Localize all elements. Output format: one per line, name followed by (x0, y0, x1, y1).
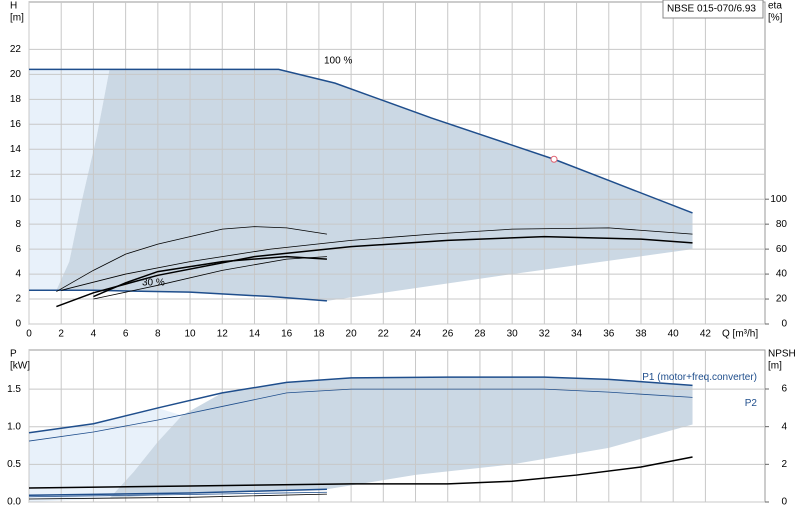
curve (29, 289, 328, 302)
chart-title: NBSE 015-070/6.93 (667, 4, 756, 15)
curve (28, 488, 327, 496)
y2-axis-label: [m] (768, 361, 782, 372)
curve (28, 376, 693, 434)
annotation: 100 % (324, 56, 352, 67)
y-tick-label: 22 (10, 44, 22, 55)
curve (93, 255, 327, 298)
x-tick-label: 34 (571, 329, 583, 340)
curve (93, 256, 327, 300)
y-axis-label: [m] (10, 13, 24, 24)
y2-tick-label: 0 (781, 319, 787, 330)
y-axis-label: H (10, 1, 17, 12)
y-tick-label: 0 (15, 319, 21, 330)
y-tick-label: 14 (10, 144, 22, 155)
x-tick-label: 10 (184, 329, 196, 340)
y2-tick-label: 20 (776, 294, 788, 305)
y2-tick-label: 80 (776, 219, 788, 230)
y-tick-label: 6 (15, 244, 21, 255)
title-box (662, 0, 764, 19)
y2-tick-label: 2 (781, 459, 787, 470)
x-tick-label: 2 (58, 329, 64, 340)
x-tick-label: 40 (668, 329, 680, 340)
y2-tick-label: 0 (781, 497, 787, 508)
curve (56, 226, 328, 292)
y-tick-label: 1.0 (7, 421, 21, 432)
y-axis-label: [kW] (10, 361, 30, 372)
x-tick-label: 20 (346, 329, 358, 340)
curve (28, 491, 327, 498)
x-tick-label: 28 (474, 329, 486, 340)
x-tick-label: 26 (442, 329, 454, 340)
x-tick-label: 16 (281, 329, 293, 340)
y2-tick-label: 4 (781, 421, 787, 432)
x-tick-label: 4 (91, 329, 97, 340)
curve (61, 227, 693, 291)
x-tick-label: 38 (635, 329, 647, 340)
legend-label: P1 (motor+freq.converter) (642, 372, 757, 383)
curve (28, 493, 327, 500)
x-tick-label: 24 (410, 329, 422, 340)
x-tick-label: 6 (123, 329, 129, 340)
y-axis-label: P (10, 349, 17, 360)
y2-axis-label: [%] (768, 13, 783, 24)
legend-label: P2 (745, 398, 758, 409)
x-tick-label: 30 (507, 329, 519, 340)
operating-region (29, 407, 182, 502)
y2-axis-label: NPSH (768, 349, 796, 360)
y-tick-label: 8 (15, 219, 21, 230)
y-tick-label: 18 (10, 94, 22, 105)
x-tick-label: 0 (26, 329, 32, 340)
y2-tick-label: 6 (781, 384, 787, 395)
curve (28, 388, 693, 442)
x-tick-label: 32 (539, 329, 551, 340)
y-tick-label: 12 (10, 169, 22, 180)
y-tick-label: 2 (15, 294, 21, 305)
duty-point (550, 155, 558, 163)
y-tick-label: 16 (10, 119, 22, 130)
y-tick-label: 20 (10, 69, 22, 80)
x-tick-label: 12 (217, 329, 229, 340)
y-tick-label: 1.5 (7, 384, 21, 395)
operating-region (109, 377, 693, 499)
x-tick-label: 14 (249, 329, 261, 340)
y-tick-label: 10 (10, 194, 22, 205)
x-tick-label: 8 (155, 329, 161, 340)
curve (28, 456, 693, 489)
y2-tick-label: 100 (770, 194, 787, 205)
y-tick-label: 4 (15, 269, 21, 280)
annotation: 30 % (142, 278, 165, 289)
curve (29, 68, 693, 214)
x-tick-label: 42 (700, 329, 712, 340)
x-tick-label: 22 (378, 329, 390, 340)
y2-tick-label: 60 (776, 244, 788, 255)
x-tick-label: 18 (313, 329, 325, 340)
y2-tick-label: 40 (776, 269, 788, 280)
y-tick-label: 0.5 (7, 459, 21, 470)
y2-axis-label: eta (768, 1, 782, 12)
operating-region (56, 69, 693, 301)
x-axis-label: Q [m³/h] (722, 329, 758, 340)
y-tick-label: 0.0 (7, 497, 21, 508)
x-tick-label: 36 (603, 329, 615, 340)
